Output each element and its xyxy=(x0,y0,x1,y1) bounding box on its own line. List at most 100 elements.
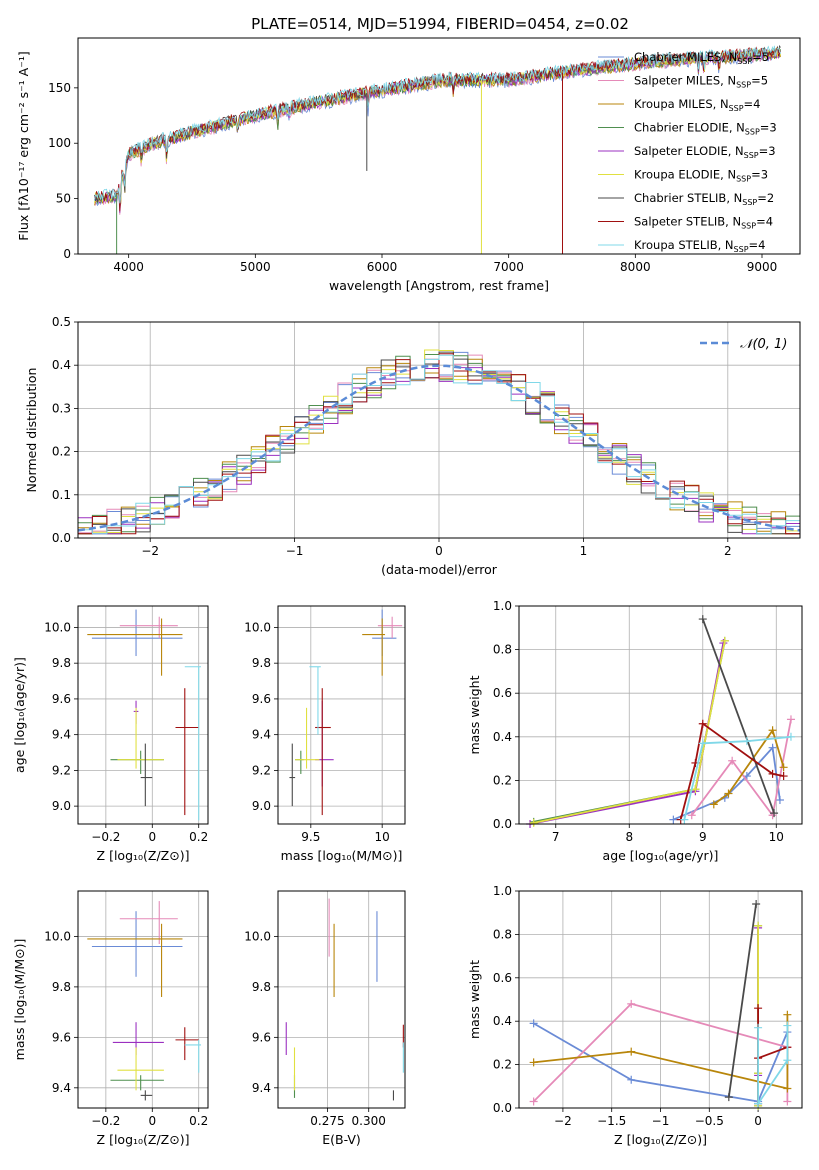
massweight-marker-8 xyxy=(754,1023,763,1032)
legend-subscript: SSP xyxy=(742,198,757,207)
y-tick-label: 9.4 xyxy=(252,728,271,742)
spectrum-line-8 xyxy=(94,45,781,204)
legend-entry-4: Salpeter ELODIE, NSSP=3 xyxy=(634,144,776,160)
y-tick-label: 9.4 xyxy=(252,1081,271,1095)
legend-count: =2 xyxy=(757,191,774,205)
y-axis-label: Flux [fλ10⁻¹⁷ erg cm⁻² s⁻¹ A⁻¹] xyxy=(16,51,31,240)
x-tick-label: 1 xyxy=(580,544,588,558)
y-tick-label: 9.6 xyxy=(252,1030,271,1044)
legend-count: =5 xyxy=(751,74,768,88)
y-tick-label: 10.0 xyxy=(44,929,71,943)
y-tick-label: 0.8 xyxy=(493,643,512,657)
age-vs-mass-panel: 9.5 10 9.0 9.2 9.4 9.6 9.8 10.0 mass [log₁₀(M/M⊙… xyxy=(244,605,406,863)
x-tick-label: 9.5 xyxy=(301,830,320,844)
y-tick-label: 0.2 xyxy=(52,445,71,459)
x-tick-label: 7 xyxy=(552,830,560,844)
legend-gaussian-label: 𝒩(0, 1) xyxy=(740,337,787,352)
y-tick-label: 9.6 xyxy=(252,692,271,706)
y-axis-label: mass [log₁₀(M/M⊙)] xyxy=(12,939,27,1061)
legend-subscript: SSP xyxy=(745,128,760,137)
y-axis-label: mass weight xyxy=(467,675,482,754)
massweight-marker-6 xyxy=(724,1093,733,1102)
y-tick-label: 0 xyxy=(63,247,71,261)
massweight-vs-Z-panel: −2 −1.5 −1 −0.5 0 0.0 0.2 0.4 0.6 0.8 1.0 Z [log₁₀(… xyxy=(467,884,803,1147)
y-tick-label: 9.6 xyxy=(52,692,71,706)
y-tick-label: 0.6 xyxy=(493,971,512,985)
massweight-marker-0 xyxy=(768,743,777,752)
massweight-marker-1 xyxy=(687,811,696,820)
massweight-marker-0 xyxy=(627,1075,636,1084)
y-axis-label: age [log₁₀(age/yr)] xyxy=(12,657,27,773)
axes-frame xyxy=(277,890,406,1109)
massweight-marker-2 xyxy=(783,1010,792,1019)
massweight-marker-7 xyxy=(779,772,788,781)
legend-count: =4 xyxy=(749,238,766,252)
axes-frame xyxy=(518,605,803,825)
x-tick-label: 0.2 xyxy=(189,830,208,844)
mass-vs-Z-panel: −0.2 0 0.2 9.4 9.6 9.8 10.0 Z [log₁₀(Z/Z⊙)] mass… xyxy=(12,890,209,1147)
legend-subscript: SSP xyxy=(736,175,751,184)
massweight-marker-1 xyxy=(627,999,636,1008)
legend-entry-1: Salpeter MILES, NSSP=5 xyxy=(634,74,768,90)
legend-subscript: SSP xyxy=(729,104,744,113)
legend-count: =5 xyxy=(752,50,769,64)
y-tick-label: 0.0 xyxy=(52,531,71,545)
x-tick-label: −2 xyxy=(554,1114,572,1128)
massweight-marker-2 xyxy=(627,1047,636,1056)
x-tick-label: −0.2 xyxy=(91,1114,120,1128)
x-axis-label: Z [log₁₀(Z/Z⊙)] xyxy=(614,1132,707,1147)
spectrum-line-5 xyxy=(94,46,781,206)
massweight-line-4 xyxy=(529,642,725,825)
legend-subscript: SSP xyxy=(744,151,759,160)
massweight-marker-8 xyxy=(742,737,751,746)
y-tick-label: 9.6 xyxy=(52,1030,71,1044)
x-tick-label: −0.5 xyxy=(695,1114,724,1128)
massweight-line-6 xyxy=(701,618,775,814)
x-tick-label: 0.300 xyxy=(352,1114,386,1128)
y-tick-label: 0.4 xyxy=(493,730,512,744)
massweight-marker-8 xyxy=(783,1056,792,1065)
y-axis-label: mass weight xyxy=(467,960,482,1039)
y-tick-label: 9.4 xyxy=(52,728,71,742)
x-tick-label: 9 xyxy=(699,830,707,844)
massweight-marker-1 xyxy=(529,1097,538,1106)
y-tick-label: 0.4 xyxy=(52,358,71,372)
legend-count: =3 xyxy=(751,168,768,182)
legend-subscript: SSP xyxy=(736,81,751,90)
massweight-marker-5 xyxy=(720,636,729,645)
x-tick-label: 10 xyxy=(375,830,390,844)
massweight-marker-5 xyxy=(529,818,538,827)
massweight-line-6 xyxy=(727,903,757,1098)
massweight-marker-1 xyxy=(783,1097,792,1106)
y-tick-label: 1.0 xyxy=(493,599,512,613)
massweight-marker-0 xyxy=(529,1019,538,1028)
massweight-marker-5 xyxy=(691,785,700,794)
y-tick-label: 1.0 xyxy=(493,884,512,898)
legend-entry-0: Chabrier MILES, NSSP=5 xyxy=(634,50,769,66)
y-tick-label: 9.4 xyxy=(52,1081,71,1095)
legend-entry-2: Kroupa MILES, NSSP=4 xyxy=(634,97,760,113)
axes-frame xyxy=(77,890,209,1109)
x-tick-label: 7000 xyxy=(493,260,524,274)
massweight-vs-age-panel: 7 8 9 10 0.0 0.2 0.4 0.6 0.8 1.0 age [log₁₀(age/yr… xyxy=(467,599,803,863)
legend-entry-3: Chabrier ELODIE, NSSP=3 xyxy=(634,121,777,137)
y-axis-label: Normed distribution xyxy=(24,368,39,493)
x-axis-label: mass [log₁₀(M/M⊙)] xyxy=(281,848,403,863)
y-tick-label: 100 xyxy=(48,136,71,150)
legend-count: =4 xyxy=(744,97,761,111)
axes-frame xyxy=(277,605,406,825)
x-axis-label: Z [log₁₀(Z/Z⊙)] xyxy=(97,1132,190,1147)
massweight-marker-2 xyxy=(529,1058,538,1067)
x-axis-label: age [log₁₀(age/yr)] xyxy=(603,848,719,863)
massweight-marker-6 xyxy=(770,809,779,818)
massweight-marker-8 xyxy=(680,815,689,824)
figure-title: PLATE=0514, MJD=51994, FIBERID=0454, z=0… xyxy=(251,15,629,33)
x-axis-label: wavelength [Angstrom, rest frame] xyxy=(329,278,549,293)
massweight-marker-7 xyxy=(698,719,707,728)
x-tick-label: 8 xyxy=(625,830,633,844)
y-tick-label: 9.8 xyxy=(52,980,71,994)
massweight-marker-0 xyxy=(669,815,678,824)
x-axis-label: Z [log₁₀(Z/Z⊙)] xyxy=(97,848,190,863)
x-tick-label: 5000 xyxy=(240,260,271,274)
